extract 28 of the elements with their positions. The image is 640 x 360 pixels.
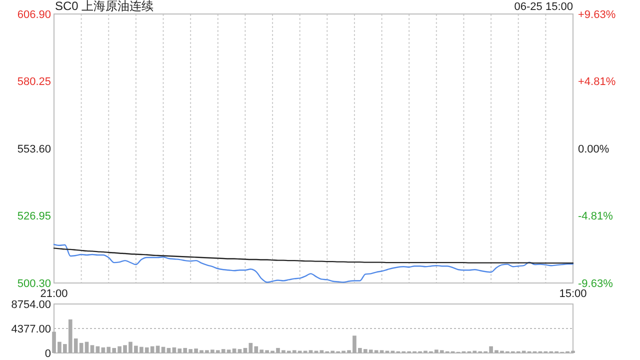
y-tick-label: 526.95 bbox=[17, 210, 51, 223]
bar bbox=[308, 350, 313, 353]
chart-title: SC0 上海原油连续 bbox=[55, 0, 154, 13]
x-tick-label: 15:00 bbox=[559, 288, 587, 300]
y2-tick-label: -9.63% bbox=[578, 278, 614, 290]
bar bbox=[243, 348, 248, 353]
y-tick-label: 0 bbox=[44, 348, 51, 360]
text: 06-25 15:00 bbox=[514, 1, 573, 13]
y-tick-label: 8754.00 bbox=[11, 298, 51, 311]
bar bbox=[90, 345, 94, 353]
bar bbox=[84, 342, 89, 353]
y-tick-label: 4377.00 bbox=[11, 323, 51, 336]
y2-tick-label: +4.81% bbox=[578, 76, 616, 88]
y2-tick-label: -4.81% bbox=[578, 210, 614, 223]
x-tick-label: 21:00 bbox=[40, 288, 68, 300]
line-series bbox=[53, 248, 574, 264]
bar bbox=[156, 346, 160, 353]
y-tick-label: 500.30 bbox=[17, 278, 51, 290]
bar bbox=[380, 350, 384, 353]
y-tick-label: 580.25 bbox=[17, 76, 51, 88]
y-tick-label: 606.90 bbox=[17, 8, 51, 21]
bar bbox=[232, 348, 236, 353]
y2-tick-label: +9.63% bbox=[578, 8, 616, 21]
bar bbox=[166, 348, 171, 353]
line-series bbox=[53, 244, 574, 283]
bar bbox=[238, 349, 242, 353]
y-tick-label: 553.60 bbox=[17, 143, 51, 156]
y2-tick-label: 0.00% bbox=[578, 143, 610, 156]
